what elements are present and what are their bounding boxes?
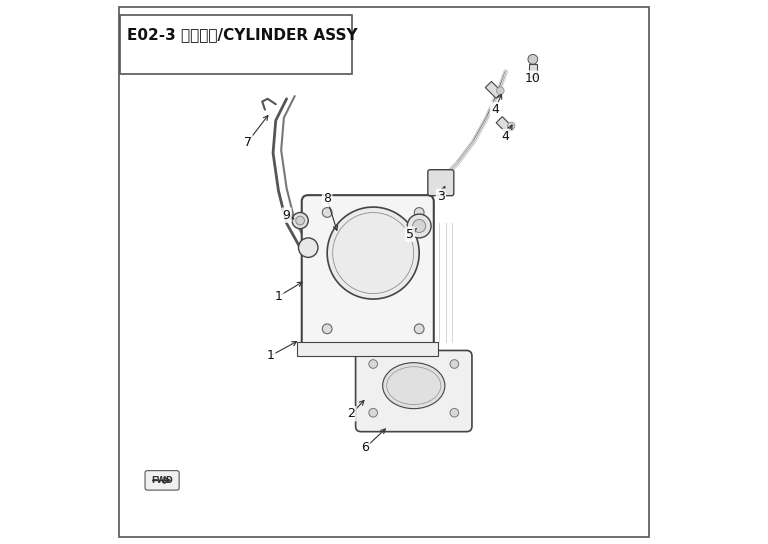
FancyBboxPatch shape <box>428 170 454 196</box>
Text: 4: 4 <box>502 130 510 143</box>
Circle shape <box>414 208 424 218</box>
Text: 7: 7 <box>243 135 252 149</box>
Text: 2: 2 <box>348 407 356 421</box>
Text: 4: 4 <box>491 103 499 116</box>
Ellipse shape <box>382 363 445 409</box>
Text: 1: 1 <box>274 290 283 303</box>
Bar <box>485 82 502 98</box>
Circle shape <box>323 208 332 218</box>
Text: 3: 3 <box>437 190 445 203</box>
FancyBboxPatch shape <box>302 195 434 349</box>
Text: E02-3 气缸体组/CYLINDER ASSY: E02-3 气缸体组/CYLINDER ASSY <box>127 27 358 42</box>
Text: 9: 9 <box>283 209 290 221</box>
Bar <box>496 116 513 133</box>
Circle shape <box>508 122 515 129</box>
Bar <box>297 342 438 356</box>
Text: 8: 8 <box>323 193 331 206</box>
Circle shape <box>414 324 424 333</box>
Circle shape <box>296 217 304 225</box>
FancyBboxPatch shape <box>145 471 179 490</box>
Text: 5: 5 <box>406 227 414 240</box>
Circle shape <box>369 409 378 417</box>
Text: FWD: FWD <box>151 476 173 485</box>
Bar <box>529 64 537 77</box>
Circle shape <box>450 360 458 368</box>
Circle shape <box>407 214 431 238</box>
Circle shape <box>292 213 308 228</box>
Text: 1: 1 <box>266 349 274 362</box>
Circle shape <box>412 219 425 232</box>
Circle shape <box>497 87 504 95</box>
Circle shape <box>528 54 538 64</box>
Circle shape <box>450 409 458 417</box>
Circle shape <box>369 360 378 368</box>
Text: 10: 10 <box>525 72 541 85</box>
FancyBboxPatch shape <box>356 350 472 431</box>
Circle shape <box>299 238 318 257</box>
Circle shape <box>323 324 332 333</box>
Circle shape <box>327 207 419 299</box>
Text: 6: 6 <box>361 441 369 454</box>
